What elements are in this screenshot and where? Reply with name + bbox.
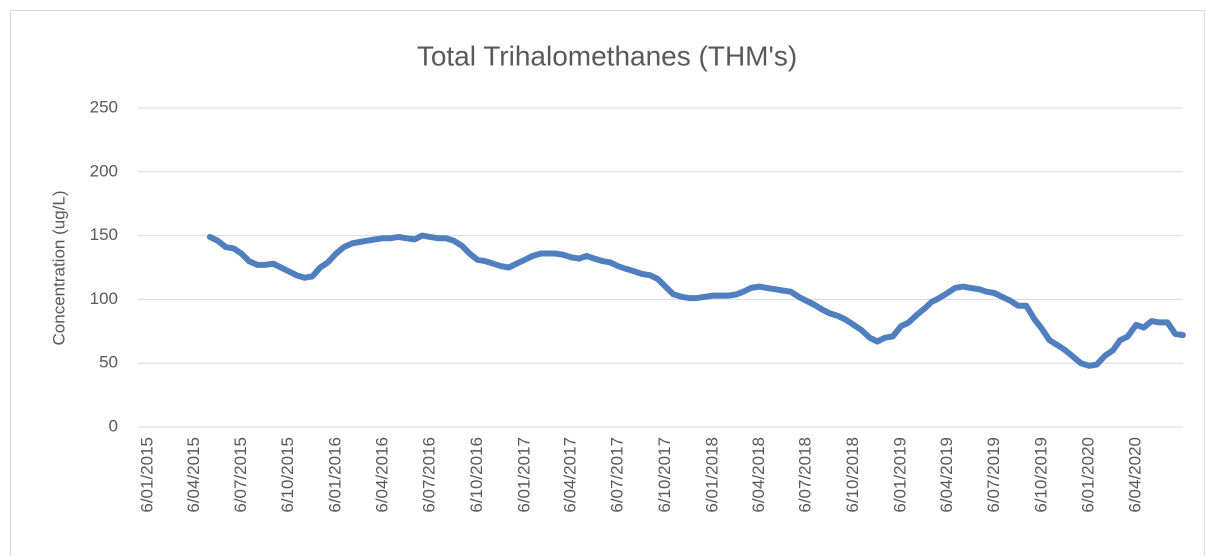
x-tick-label: 6/04/2017 <box>561 437 580 513</box>
x-tick-label: 6/01/2019 <box>891 437 910 513</box>
data-line <box>206 232 1186 369</box>
x-tick-label: 6/01/2018 <box>702 437 721 513</box>
x-tick-label: 6/10/2019 <box>1031 437 1050 513</box>
x-tick-label: 6/07/2017 <box>608 437 627 513</box>
y-tick-label: 100 <box>90 289 118 308</box>
x-tick-label: 6/04/2019 <box>937 437 956 513</box>
x-tick-label: 6/01/2020 <box>1079 437 1098 513</box>
x-tick-label: 6/01/2015 <box>137 437 156 513</box>
y-axis-title: Concentration (ug/L) <box>49 191 68 346</box>
y-tick-label: 200 <box>90 161 118 180</box>
y-tick-label: 0 <box>109 416 118 435</box>
chart-title: Total Trihalomethanes (THM's) <box>417 40 797 71</box>
x-tick-label: 6/10/2017 <box>655 437 674 513</box>
x-tick-label: 6/07/2016 <box>419 437 438 513</box>
x-tick-label: 6/01/2017 <box>514 437 533 513</box>
x-tick-label: 6/10/2015 <box>278 437 297 513</box>
x-tick-label: 6/10/2018 <box>843 437 862 513</box>
x-tick-label: 6/04/2016 <box>373 437 392 513</box>
y-tick-label: 150 <box>90 225 118 244</box>
x-tick-label: 6/07/2018 <box>796 437 815 513</box>
x-tick-label: 6/07/2015 <box>231 437 250 513</box>
x-tick-label: 6/10/2016 <box>467 437 486 513</box>
x-tick-label: 6/04/2015 <box>184 437 203 513</box>
y-tick-label: 50 <box>99 353 118 372</box>
x-tick-label: 6/01/2016 <box>326 437 345 513</box>
y-tick-label: 250 <box>90 97 118 116</box>
x-tick-label: 6/07/2019 <box>984 437 1003 513</box>
x-tick-label: 6/04/2020 <box>1126 437 1145 513</box>
x-tick-label: 6/04/2018 <box>749 437 768 513</box>
